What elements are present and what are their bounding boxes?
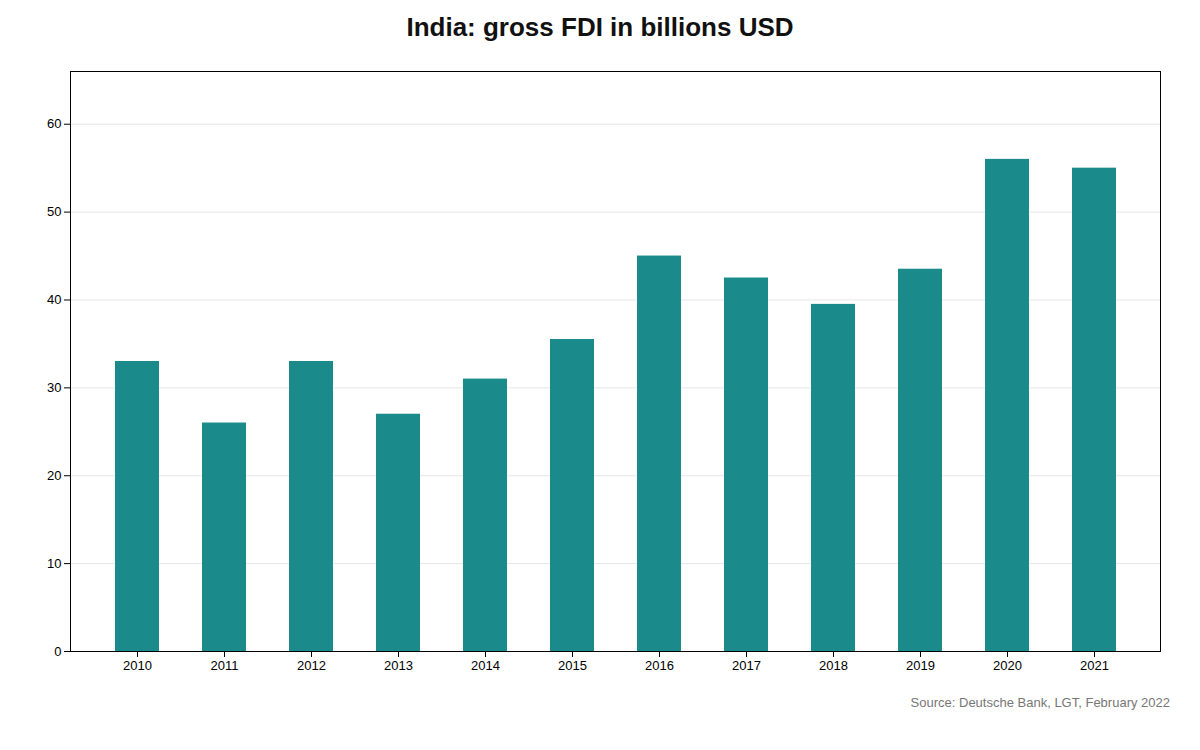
html-text:India: gross FDI in billions U: India: gross FDI in billions USD [406, 12, 794, 42]
svg-text:2012: 2012 [297, 658, 326, 673]
svg-text:50: 50 [47, 204, 61, 219]
svg-text:60: 60 [47, 116, 61, 131]
svg-text:2011: 2011 [211, 658, 239, 673]
svg-text:20: 20 [47, 468, 61, 483]
svg-text:30: 30 [47, 380, 61, 395]
svg-text:2015: 2015 [558, 658, 587, 673]
svg-text:0: 0 [54, 644, 61, 659]
svg-text:2013: 2013 [384, 658, 413, 673]
svg-text:2010: 2010 [123, 658, 152, 673]
svg-text:2018: 2018 [819, 658, 848, 673]
svg-text:2021: 2021 [1080, 658, 1109, 673]
svg-text:10: 10 [47, 556, 61, 571]
svg-text:40: 40 [47, 292, 61, 307]
svg-text:2016: 2016 [645, 658, 674, 673]
svg-text:2017: 2017 [732, 658, 761, 673]
svg-text:2014: 2014 [471, 658, 500, 673]
html-text:Source: Deutsche Bank, LGT, Fe: Source: Deutsche Bank, LGT, February 202… [910, 695, 1170, 710]
svg-text:2020: 2020 [993, 658, 1022, 673]
svg-text:2019: 2019 [906, 658, 935, 673]
